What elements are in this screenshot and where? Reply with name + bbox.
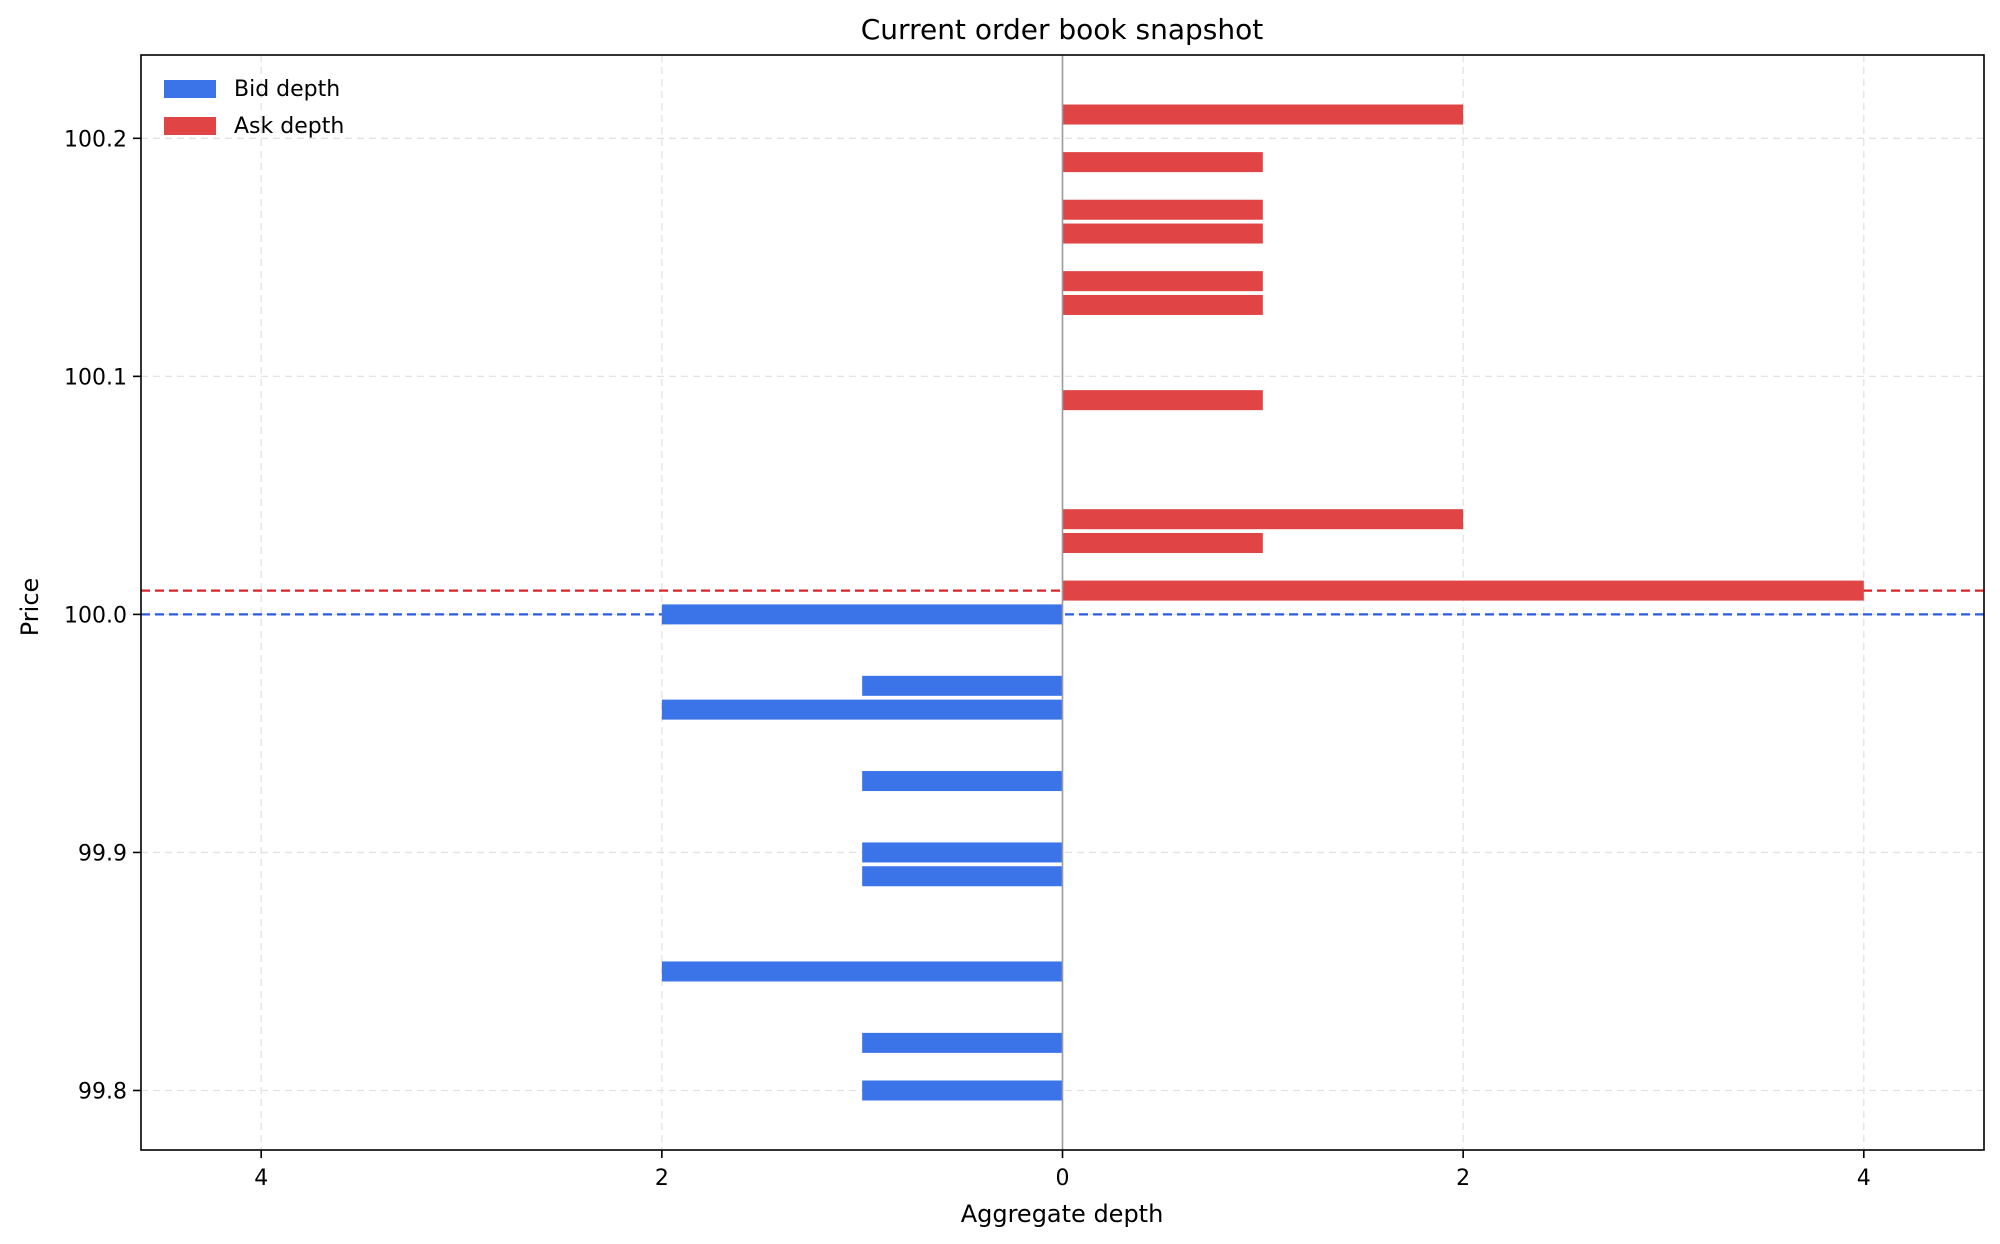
ask-depth-bar [1062,580,1864,601]
ask-depth-bar [1062,390,1263,411]
x-axis-label: Aggregate depth [961,1200,1164,1228]
chart-title: Current order book snapshot [861,13,1264,46]
y-tick-label: 100.0 [64,603,127,628]
ask-depth-bar [1062,152,1263,173]
ask-depth-bar [1062,532,1263,553]
depth-bars [661,104,1864,1101]
ask-depth-bar [1062,294,1263,315]
ask-depth-bar [1062,104,1464,125]
bid-depth-bar [661,699,1063,720]
y-tick-label: 100.2 [64,127,127,152]
x-tick-label: 4 [254,1166,268,1191]
bid-depth-bar [862,675,1063,696]
y-tick-label: 99.8 [78,1079,127,1104]
bid-depth-bar [862,866,1063,887]
bid-depth-bar [661,961,1063,982]
x-tick-label: 0 [1056,1166,1070,1191]
bid-depth-bar [661,604,1063,625]
legend: Bid depth Ask depth [164,77,344,139]
bid-depth-bar [862,842,1063,863]
bid-legend-swatch [164,80,216,98]
bid-depth-bar [862,1080,1063,1101]
x-tick-label: 2 [1456,1166,1470,1191]
ask-depth-bar [1062,271,1263,292]
y-axis-label: Price [16,578,44,637]
ask-depth-bar [1062,199,1263,220]
y-tick-label: 100.1 [64,365,127,390]
x-tick-label: 2 [655,1166,669,1191]
y-tick-label: 99.9 [78,841,127,866]
ask-legend-swatch [164,117,216,135]
bid-depth-bar [862,1032,1063,1053]
ask-depth-bar [1062,223,1263,244]
ask-depth-bar [1062,509,1464,530]
bid-legend-label: Bid depth [234,77,340,102]
x-tick-label: 4 [1857,1166,1871,1191]
axis-ticks: 4 2 0 2 4 99.8 99.9 100.0 100.1 100.2 [64,127,1871,1191]
bid-depth-bar [862,771,1063,792]
ask-legend-label: Ask depth [234,114,344,139]
